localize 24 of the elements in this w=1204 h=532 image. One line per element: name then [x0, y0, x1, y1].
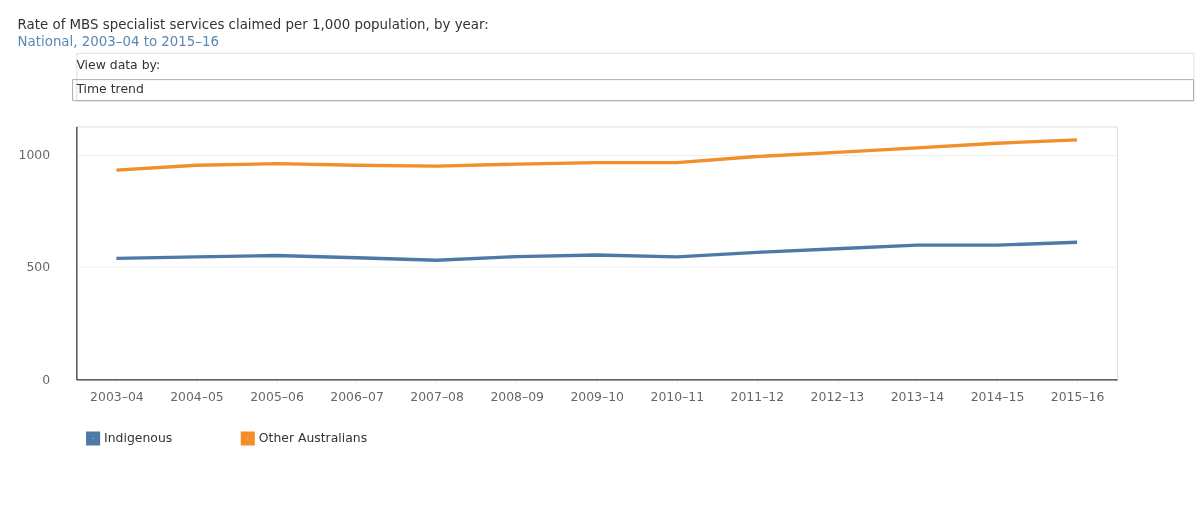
chart-title: Rate of MBS specialist services claimed per 1,000 population, by year: — [17, 17, 489, 33]
line-series — [114, 138, 1079, 172]
x-tick-label: 2010–11 — [650, 388, 705, 404]
line-series — [114, 240, 1079, 262]
text: View data by: — [76, 56, 161, 72]
x-tick-label: 2008–09 — [490, 388, 545, 404]
x-tick-label: 2006–07 — [330, 388, 384, 404]
x-tick-label: 2013–14 — [890, 388, 945, 404]
legend-label: Indigenous — [104, 430, 173, 446]
x-tick-label: 2011–12 — [730, 388, 785, 404]
y-tick-label: 500 — [26, 259, 51, 275]
text: Time trend — [75, 80, 144, 96]
x-tick-label: 2004–05 — [170, 388, 224, 404]
x-tick-label: 2005–06 — [250, 388, 304, 404]
legend-label: Other Australians — [258, 430, 368, 446]
x-tick-label: 2012–13 — [810, 388, 865, 404]
chart-subtitle: National, 2003–04 to 2015–16 — [17, 33, 220, 49]
x-tick-label: 2014–15 — [970, 388, 1025, 404]
x-tick-label: 2003–04 — [90, 388, 144, 404]
x-tick-label: 2007–08 — [410, 388, 464, 404]
y-tick-label: 1000 — [18, 147, 51, 163]
y-tick-label: 0 — [42, 371, 51, 387]
x-tick-label: 2009–10 — [570, 388, 625, 404]
x-tick-label: 2015–16 — [1050, 388, 1105, 404]
